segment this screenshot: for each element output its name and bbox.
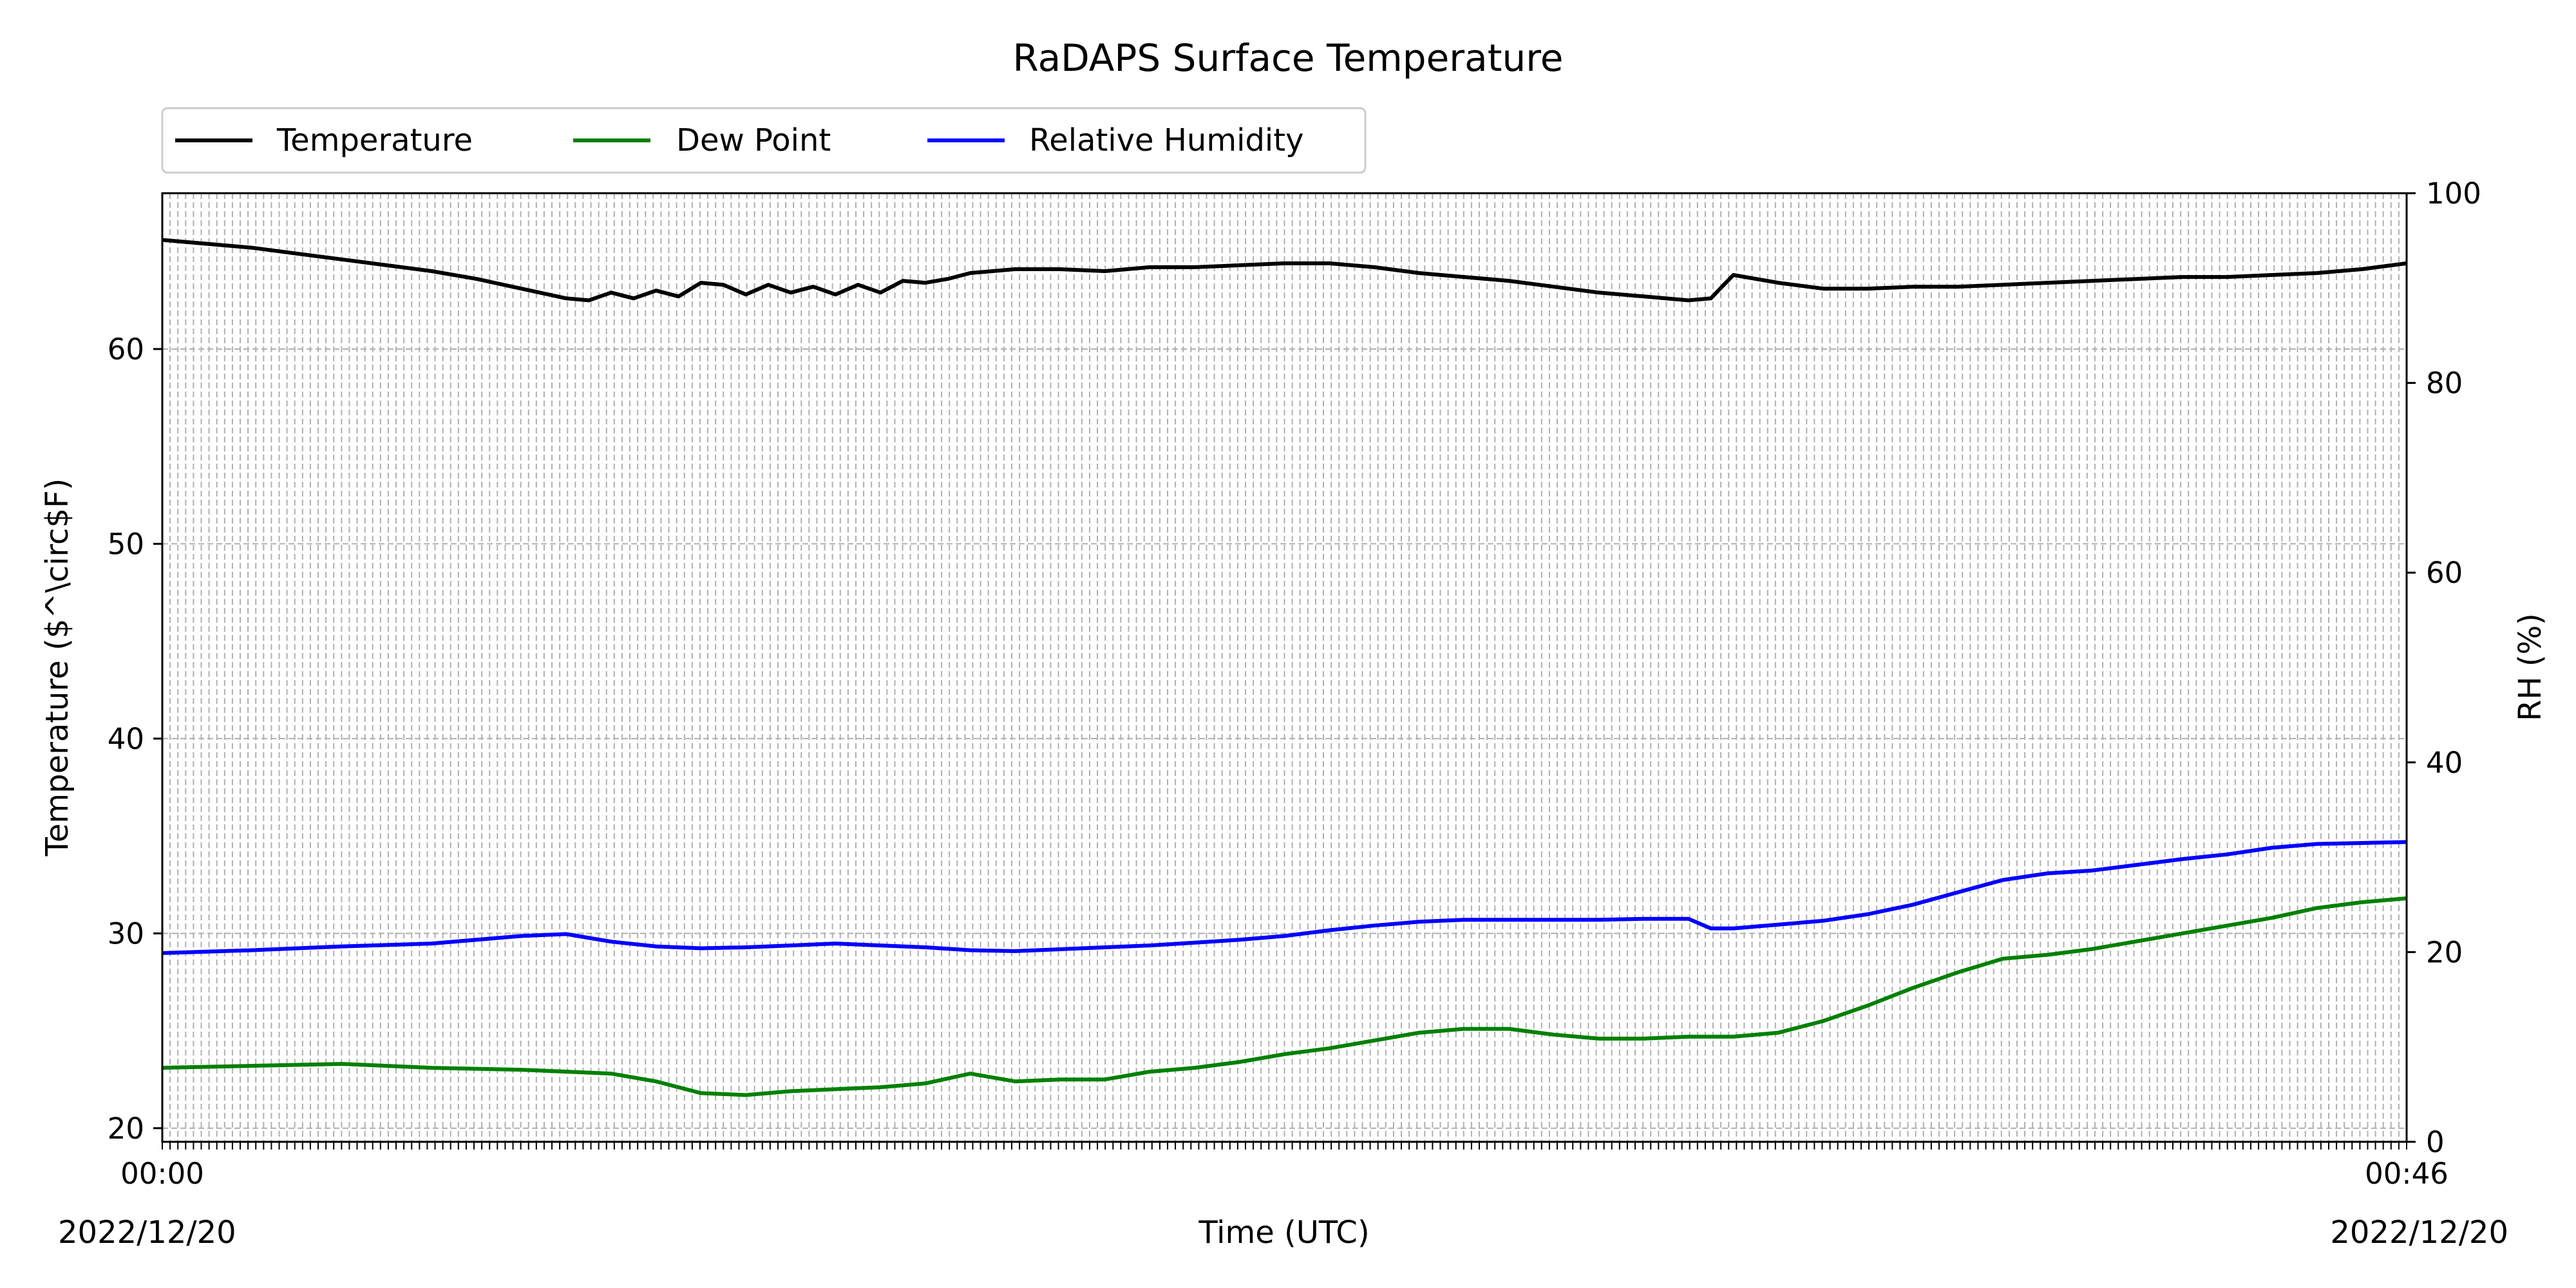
right-y-tick-label: 60 — [2426, 556, 2463, 590]
left-y-tick-label: 30 — [108, 916, 144, 951]
left-y-tick-label: 20 — [108, 1112, 144, 1146]
series-layer — [162, 238, 2407, 1097]
right-y-tick-label: 40 — [2426, 746, 2463, 780]
legend-item-temperature: Temperature — [175, 122, 473, 158]
legend-label-temperature: Temperature — [276, 122, 473, 158]
series-line-dew-point — [162, 896, 2407, 1097]
x-axis: 00:00 00:46 — [120, 1142, 2448, 1191]
right-y-tick-label: 0 — [2426, 1125, 2445, 1159]
right-y-tick-label: 80 — [2426, 366, 2463, 401]
grid-layer — [162, 193, 2407, 1142]
legend-item-dew-point: Dew Point — [573, 122, 831, 158]
right-y-tick-label: 20 — [2426, 935, 2463, 969]
legend-box — [161, 107, 1367, 174]
left-y-tick-label: 50 — [108, 527, 144, 561]
legend-item-relative-humidity: Relative Humidity — [927, 122, 1303, 158]
legend-label-relative-humidity: Relative Humidity — [1029, 122, 1303, 158]
x-tick-label-first: 00:00 — [120, 1157, 204, 1191]
x-tick-label-last: 00:46 — [2365, 1157, 2448, 1191]
left-y-tick-label: 40 — [108, 722, 144, 756]
right-y-axis: 0 20 40 60 80 100 — [2407, 176, 2481, 1159]
left-y-axis-label: Temperature ($^\circ$F) — [39, 478, 75, 857]
legend-label-dew-point: Dew Point — [676, 122, 831, 158]
legend: Temperature Dew Point Relative Humidity — [161, 107, 1367, 174]
left-y-tick-label: 60 — [108, 332, 144, 366]
left-y-axis: 20 30 40 50 60 — [108, 332, 162, 1146]
chart-title: RaDAPS Surface Temperature — [1013, 36, 1564, 80]
right-y-axis-label: RH (%) — [2512, 613, 2548, 721]
date-label-left: 2022/12/20 — [58, 1215, 236, 1251]
right-y-tick-label: 100 — [2426, 176, 2481, 211]
series-line-relative-humidity — [162, 840, 2407, 955]
series-line-temperature — [162, 238, 2407, 303]
x-axis-label: Time (UTC) — [1198, 1215, 1369, 1251]
date-label-right: 2022/12/20 — [2330, 1215, 2508, 1251]
